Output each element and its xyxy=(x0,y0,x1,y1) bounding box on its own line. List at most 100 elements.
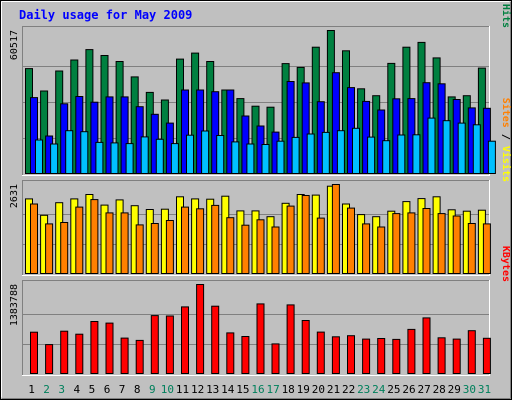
x-axis: 1 2 3 4 5 6 7 8 9 10 11 12 13 14 15 16 17 18 19 20 21 22 23 24 2… xyxy=(28,383,491,396)
bar-pages xyxy=(397,134,406,174)
bar-pages xyxy=(487,140,496,174)
bar-kbytes xyxy=(90,321,99,374)
bar-sites xyxy=(30,203,38,274)
bar-sites xyxy=(135,224,144,274)
bar-kbytes xyxy=(271,343,280,374)
legend-entry: / xyxy=(500,128,511,146)
bar-sites xyxy=(150,223,159,274)
bar-sites xyxy=(105,212,114,274)
bar-sites xyxy=(362,223,371,274)
legend-entry: Sites xyxy=(500,98,512,128)
y-max-label: 1383788 xyxy=(9,284,20,326)
bar-pages xyxy=(321,131,330,174)
bar-kbytes xyxy=(226,332,235,374)
bar-kbytes xyxy=(437,337,446,374)
bar-sites xyxy=(241,224,250,274)
bar-sites xyxy=(377,226,386,274)
bar-sites xyxy=(467,223,476,274)
bar-pages xyxy=(382,140,391,174)
bar-files xyxy=(301,82,310,174)
bar-files xyxy=(30,97,38,174)
x-tick-label: 28 xyxy=(433,383,446,396)
x-tick-label: 1 xyxy=(28,383,35,396)
bar-kbytes xyxy=(301,320,310,374)
bar-pages xyxy=(95,141,104,174)
x-tick-label: 18 xyxy=(282,383,295,396)
bar-kbytes xyxy=(165,315,174,374)
bar-sites xyxy=(437,213,446,275)
x-tick-label: 24 xyxy=(372,383,386,396)
bar-pages xyxy=(352,127,360,175)
bar-pages xyxy=(306,133,315,174)
bar-sites xyxy=(211,204,220,274)
bar-pages xyxy=(457,122,466,174)
bar-pages xyxy=(472,124,481,175)
bar-pages xyxy=(170,143,179,175)
bar-pages xyxy=(35,139,43,174)
bar-pages xyxy=(65,130,74,174)
bar-sites xyxy=(256,219,265,275)
panel-legend-label: KBytes xyxy=(500,246,511,282)
legend-entry: Visits xyxy=(500,146,512,182)
x-tick-label: 11 xyxy=(176,383,189,396)
visits-panel: 2631 Sites / Visits xyxy=(9,98,512,276)
x-tick-label: 15 xyxy=(236,383,249,396)
x-tick-label: 4 xyxy=(73,383,80,396)
bar-kbytes xyxy=(482,337,491,374)
bar-kbytes xyxy=(422,317,431,374)
bar-sites xyxy=(347,207,355,275)
bar-sites xyxy=(90,199,99,275)
kbytes-panel: 1383788 KBytes xyxy=(9,246,511,376)
x-tick-label: 23 xyxy=(357,383,370,396)
bar-sites xyxy=(452,215,461,274)
bar-sites xyxy=(165,220,174,274)
y-max-label: 60517 xyxy=(9,30,20,60)
series-sites xyxy=(30,184,491,275)
bar-sites xyxy=(75,206,84,275)
bar-kbytes xyxy=(181,306,189,374)
x-tick-label: 10 xyxy=(161,383,174,396)
x-tick-label: 29 xyxy=(448,383,461,396)
bar-sites xyxy=(45,223,54,274)
bar-kbytes xyxy=(105,322,114,375)
bar-kbytes xyxy=(316,331,325,375)
x-tick-label: 6 xyxy=(104,383,111,396)
bar-sites xyxy=(316,217,325,275)
bar-kbytes xyxy=(60,330,69,375)
x-tick-label: 2 xyxy=(43,383,50,396)
bar-sites xyxy=(407,212,416,274)
bar-pages xyxy=(336,130,345,174)
bar-pages xyxy=(291,136,300,174)
series-kbytes xyxy=(30,284,491,375)
panel-legend-label: Sites / Visits xyxy=(500,98,512,182)
bar-kbytes xyxy=(120,337,129,375)
bar-files xyxy=(120,96,129,174)
bar-kbytes xyxy=(347,335,355,375)
bar-kbytes xyxy=(377,338,386,374)
bar-pages xyxy=(367,136,376,175)
bar-kbytes xyxy=(256,303,265,374)
bar-kbytes xyxy=(30,331,38,375)
x-tick-label: 25 xyxy=(387,383,400,396)
bar-sites xyxy=(120,212,129,274)
bar-sites xyxy=(181,206,189,275)
bar-kbytes xyxy=(241,336,250,374)
x-tick-label: 20 xyxy=(312,383,325,396)
bar-pages xyxy=(261,144,270,174)
bar-pages xyxy=(140,136,149,174)
bar-sites xyxy=(226,217,235,274)
bar-kbytes xyxy=(196,284,205,374)
bar-kbytes xyxy=(407,328,416,374)
bar-sites xyxy=(196,208,205,274)
x-tick-label: 31 xyxy=(478,383,491,396)
panels-layer: 60517 Pages / Files / Hits 2631 Sites / Vis… xyxy=(9,0,512,376)
bar-kbytes xyxy=(45,344,54,375)
bar-sites xyxy=(392,213,401,275)
bar-pages xyxy=(246,143,255,174)
x-tick-label: 7 xyxy=(119,383,126,396)
bar-sites xyxy=(482,223,491,274)
bar-sites xyxy=(422,208,431,274)
bar-kbytes xyxy=(135,339,144,374)
x-tick-label: 12 xyxy=(191,383,204,396)
